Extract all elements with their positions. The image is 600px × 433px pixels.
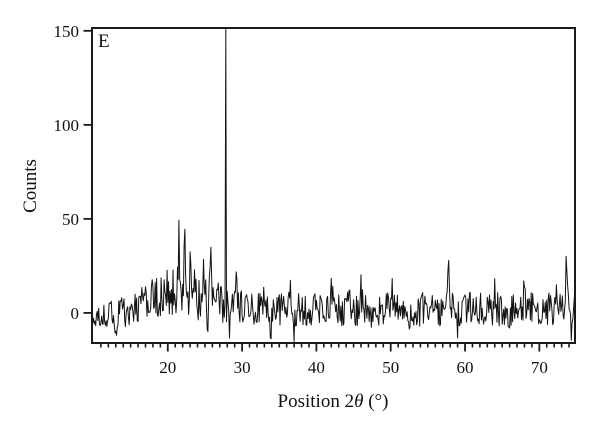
axis-tick-labels: 20 30 40 50 60 70 0 50 100 150	[54, 22, 548, 377]
x-tick-label: 30	[234, 358, 251, 377]
x-axis-title-suffix: (°)	[363, 391, 388, 412]
data-trace	[91, 27, 576, 342]
x-axis-title-theta: θ	[354, 391, 363, 412]
x-tick-label: 40	[308, 358, 325, 377]
x-tick-label: 60	[457, 358, 474, 377]
y-tick-label: 0	[71, 304, 80, 323]
x-tick-label: 50	[382, 358, 399, 377]
y-tick-label: 100	[54, 116, 80, 135]
axis-major-ticks	[83, 29, 541, 352]
x-tick-label: 70	[531, 358, 548, 377]
plot-frame	[91, 27, 576, 344]
panel-label: E	[98, 31, 110, 52]
x-axis-title: Position 2θ (°)	[278, 391, 389, 412]
y-axis-title: Counts	[20, 159, 41, 213]
y-tick-label: 150	[54, 22, 80, 41]
y-tick-label: 50	[62, 210, 79, 229]
x-tick-label: 20	[159, 358, 176, 377]
x-axis-title-prefix: Position 2	[278, 391, 355, 412]
